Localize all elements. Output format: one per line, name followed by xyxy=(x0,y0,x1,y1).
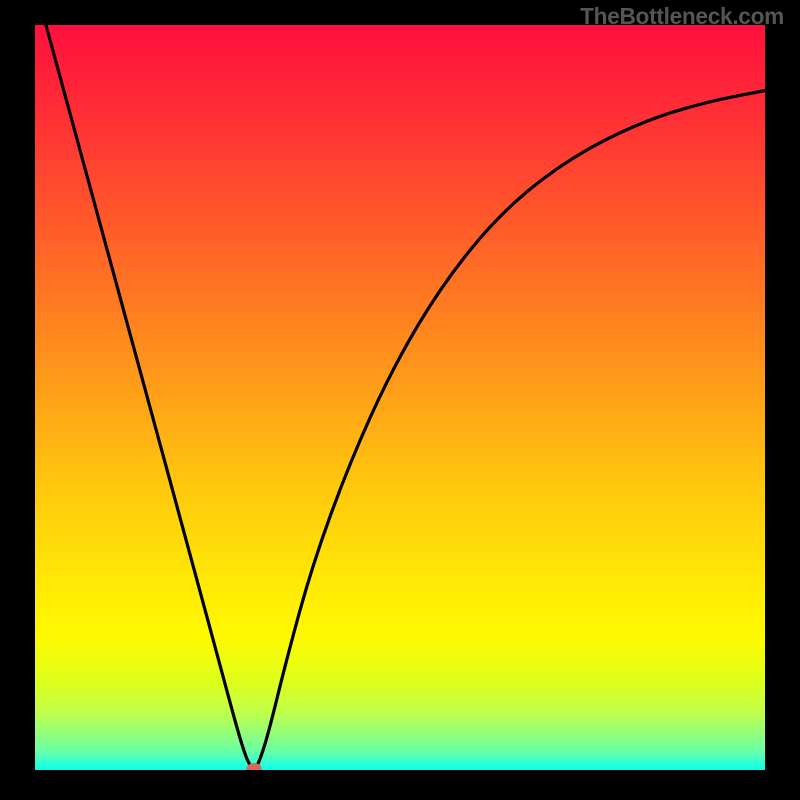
attribution-label: TheBottleneck.com xyxy=(580,3,784,30)
bottleneck-curve xyxy=(35,25,765,770)
plot-area xyxy=(35,25,765,770)
minimum-marker xyxy=(247,764,261,770)
curve-path xyxy=(46,25,765,768)
chart-container: TheBottleneck.com xyxy=(0,0,800,800)
